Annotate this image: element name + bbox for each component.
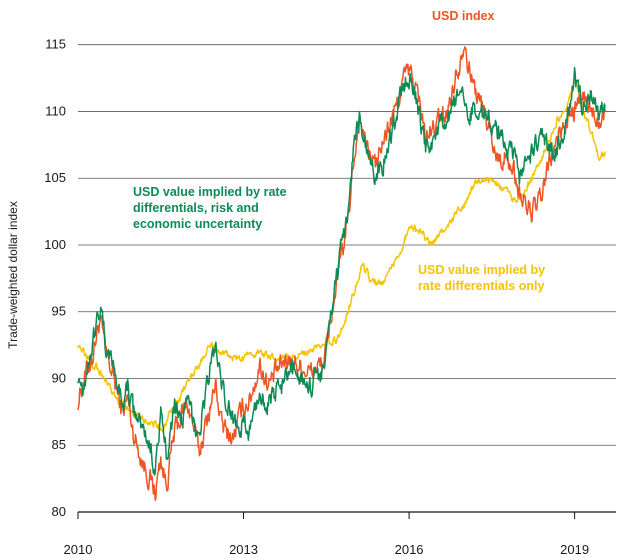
series-line-0 [77,46,606,502]
annotation-2-line-1: rate differentials only [418,279,544,293]
y-tick-label-105: 105 [44,170,66,185]
series-annotations: USD index USD value implied by rate differ… [133,9,545,293]
annotation-1: USD value implied by rate differentials, … [133,185,287,231]
y-axis-ticks: 80 85 90 95 100 105 110 115 [44,37,66,519]
annotation-1-line-2: economic uncertainty [133,217,262,231]
y-tick-label-80: 80 [52,504,66,519]
series-line-1 [77,66,606,476]
gridlines [78,44,616,446]
annotation-1-line-1: differentials, risk and [133,201,259,215]
y-tick-label-115: 115 [45,37,66,52]
annotation-2: USD value implied by rate differentials o… [418,263,545,293]
y-tick-label-85: 85 [52,437,66,452]
annotation-0-line-0: USD index [432,9,495,23]
annotation-1-line-0: USD value implied by rate [133,185,287,199]
x-axis: 2010 2013 2016 2019 [64,511,616,557]
x-tick-label-2019: 2019 [560,542,589,557]
annotation-0: USD index [432,9,495,23]
annotation-2-line-0: USD value implied by [418,263,545,277]
x-tick-label-2013: 2013 [229,542,258,557]
y-axis-title: Trade-weighted dollar index [6,201,20,349]
series-line-2 [77,80,606,433]
y-tick-label-95: 95 [52,304,66,319]
x-tick-label-2016: 2016 [395,542,424,557]
series-lines [77,46,606,502]
y-tick-label-90: 90 [52,370,66,385]
x-tick-label-2010: 2010 [64,542,93,557]
y-tick-label-110: 110 [45,103,66,118]
y-tick-label-100: 100 [44,237,66,252]
